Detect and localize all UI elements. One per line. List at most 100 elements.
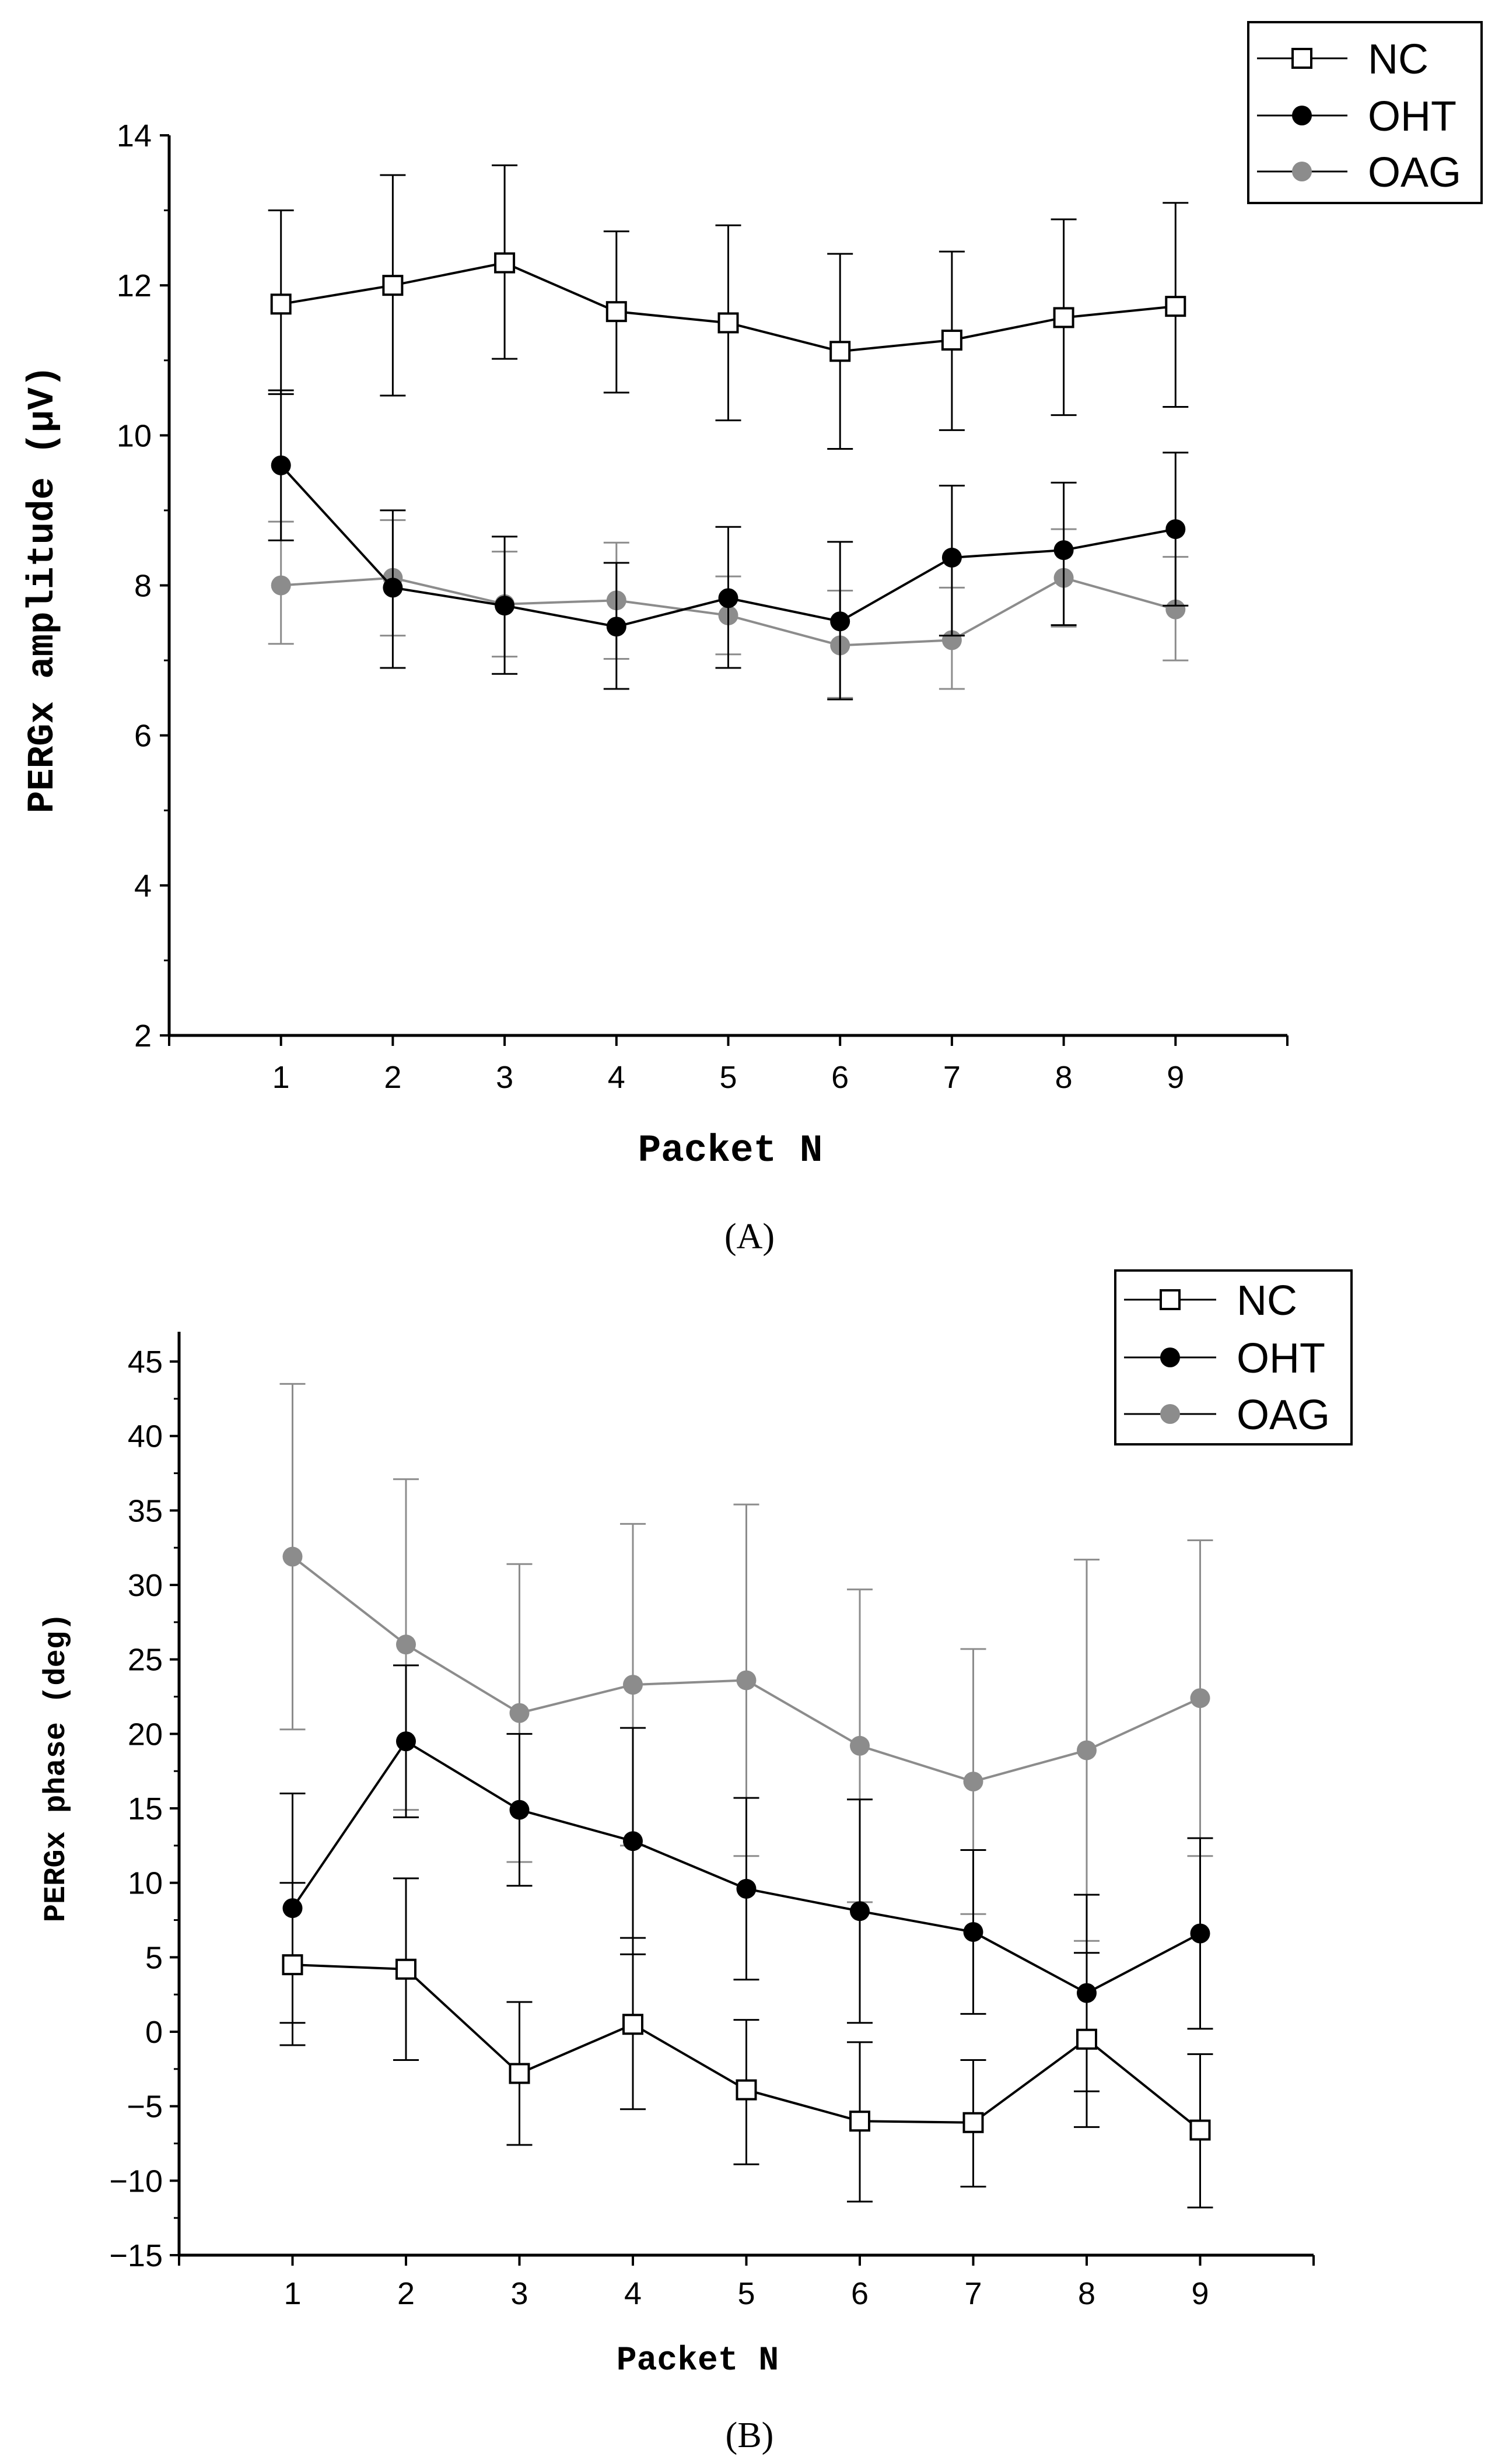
panel-b-y-tick-label: 15: [128, 1791, 163, 1826]
panel-a-point-oht: [495, 596, 515, 616]
panel-a-series-nc: [268, 164, 1189, 450]
panel-a-y-tick-label: 6: [134, 719, 152, 754]
panel-b-x-tick-label: 1: [283, 2276, 301, 2311]
panel-a-point-nc: [941, 330, 962, 351]
panel-b-x-tick-label: 6: [851, 2276, 869, 2311]
panel-b-point-nc: [395, 1958, 416, 1980]
panel-b-x-tick-label: 9: [1191, 2276, 1209, 2311]
panel-b-x-tick-label: 8: [1078, 2276, 1095, 2311]
panel-b-y-tick-label: 45: [128, 1345, 163, 1380]
panel-b-point-oag: [509, 1703, 530, 1723]
panel-b-point-nc: [736, 2079, 757, 2101]
legend-oht-label: OHT: [1237, 1335, 1325, 1382]
panel-b-point-oag: [963, 1772, 983, 1792]
panel-b-y-tick-label: 10: [128, 1866, 163, 1901]
panel-a-point-nc: [717, 312, 739, 334]
panel-b-point-oht: [509, 1800, 530, 1820]
panel-a-point-nc: [270, 293, 292, 315]
panel-a-y-axis-title: PERGx amplitude (µV): [22, 365, 64, 813]
panel-b-x-tick-labels: 1 2 3 4 5 6 7 8 9: [283, 2276, 1209, 2311]
panel-b-x-tick-label: 2: [397, 2276, 415, 2311]
panel-a-point-nc: [1165, 296, 1186, 317]
panel-b-y-tick-label: 5: [145, 1940, 163, 1975]
panel-b-point-oag: [396, 1634, 416, 1655]
panel-a-x-tick-label: 9: [1167, 1060, 1184, 1095]
panel-a-x-tick-label: 7: [943, 1060, 961, 1095]
panel-a-y-tick-label: 12: [117, 268, 152, 303]
panel-b-point-nc: [849, 2110, 870, 2132]
panel-a-x-axis-title: Packet N: [638, 1129, 823, 1172]
panel-a-label: (A): [724, 1217, 775, 1256]
panel-b-y-tick-label: 35: [128, 1493, 163, 1528]
panel-b-y-axis-title: PERGx phase (deg): [39, 1613, 73, 1923]
panel-b-point-nc: [282, 1954, 303, 1976]
panel-b-y-tick-label: −15: [109, 2238, 163, 2273]
panel-b-point-oht: [736, 1878, 757, 1899]
panel-a-point-oag: [271, 575, 291, 596]
panel-b-y-tick-label: −5: [127, 2090, 163, 2124]
legend-nc-label: NC: [1368, 36, 1429, 83]
legend-oag-label: OAG: [1237, 1392, 1330, 1438]
panel-a-point-oht: [941, 547, 962, 568]
panel-b-y-tick-label: 20: [128, 1717, 163, 1752]
panel-a-series-oht: [268, 389, 1189, 701]
panel-b-legend: NC OHT OAG: [1114, 1269, 1353, 1446]
panel-a-point-nc: [382, 275, 404, 296]
panel-b-point-oht: [623, 1831, 643, 1852]
legend-nc-label: NC: [1237, 1278, 1297, 1324]
panel-a-y-tick-label: 10: [117, 418, 152, 453]
panel-b-point-oag: [1077, 1740, 1097, 1760]
panel-b-x-tick-label: 5: [737, 2276, 755, 2311]
panel-b-series-nc: [279, 1877, 1213, 2208]
legend-oht-marker: [1292, 106, 1312, 125]
panel-a-x-tick-label: 2: [384, 1060, 401, 1095]
panel-b-point-nc: [1189, 2119, 1211, 2141]
panel-a-point-oht: [1053, 540, 1074, 561]
panel-a-point-nc: [605, 301, 627, 323]
panel-b-point-nc: [1076, 2028, 1097, 2050]
panel-b-y-tick-label: 25: [128, 1643, 163, 1678]
panel-a-point-oht: [830, 611, 850, 632]
panel-b-point-oag: [623, 1675, 643, 1695]
panel-b-y-tick-label: −10: [109, 2164, 163, 2199]
panel-a-point-nc: [494, 252, 516, 274]
panel-a-x-tick-labels: 1 2 3 4 5 6 7 8 9: [272, 1060, 1185, 1095]
panel-a-y-tick-label: 4: [134, 869, 152, 904]
panel-a-point-oht: [271, 455, 291, 475]
panel-b-y-tick-label: 40: [128, 1419, 163, 1454]
panel-b-point-oht: [1190, 1923, 1210, 1944]
panel-b-point-nc: [509, 2063, 530, 2084]
legend-oag-marker: [1292, 162, 1312, 181]
panel-b-label: (B): [726, 2416, 774, 2455]
panel-b-point-oht: [850, 1901, 870, 1922]
panel-b-point-oag: [282, 1546, 303, 1567]
panel-b-y-tick-label: 30: [128, 1568, 163, 1603]
panel-a-y-tick-label: 14: [117, 118, 152, 153]
panel-a-point-oag: [1165, 599, 1186, 620]
panel-a-legend: NC OHT OAG: [1247, 21, 1483, 204]
panel-b-point-nc: [622, 2014, 643, 2035]
panel-b-x-tick-label: 3: [510, 2276, 528, 2311]
legend-oht-label: OHT: [1368, 93, 1457, 140]
panel-a-x-tick-label: 4: [608, 1060, 625, 1095]
panel-a-x-tick-label: 8: [1055, 1060, 1073, 1095]
panel-a-x-tick-label: 3: [496, 1060, 513, 1095]
legend-nc-marker: [1160, 1289, 1181, 1310]
panel-a-y-tick-labels: 2 4 6 8 10 12 14: [117, 118, 152, 1054]
panel-b-x-axis-title: Packet N: [617, 2342, 779, 2380]
legend-nc-marker: [1291, 48, 1312, 69]
panel-b-y-tick-label: 0: [145, 2015, 163, 2050]
panel-b-y-tick-labels: −15 −10 −5 0 5 10 15 20 25 30 35 40 45: [109, 1345, 163, 2273]
panel-b-x-tick-label: 7: [964, 2276, 982, 2311]
panel-a-point-oht: [383, 578, 403, 598]
panel-b-point-oag: [850, 1735, 870, 1756]
legend-oag-marker: [1160, 1404, 1180, 1424]
panel-a-point-oht: [1165, 519, 1186, 540]
legend-oag-label: OAG: [1368, 149, 1461, 196]
panel-b-point-oag: [1190, 1688, 1210, 1709]
panel-a-point-nc: [1053, 307, 1074, 328]
panel-b-x-tick-label: 4: [624, 2276, 642, 2311]
panel-a-legend-box: [1247, 21, 1483, 204]
legend-oht-marker: [1160, 1348, 1180, 1367]
